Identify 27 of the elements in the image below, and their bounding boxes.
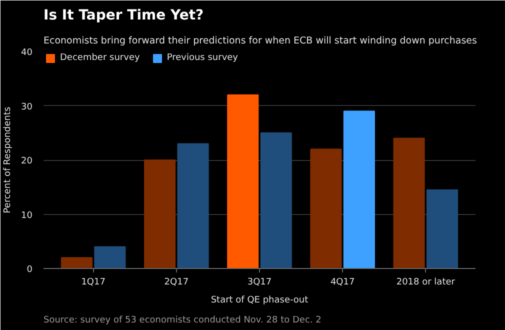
- x-tick-label: 2Q17: [164, 278, 189, 288]
- y-axis-title: Percent of Respondents: [3, 106, 14, 214]
- x-axis-title: Start of QE phase-out: [210, 296, 309, 306]
- y-tick-label: 20: [21, 156, 33, 166]
- y-tick-label: 30: [21, 102, 33, 112]
- x-tick-label: 2018 or later: [396, 278, 456, 288]
- x-tick-label: 4Q17: [330, 278, 355, 288]
- source-note: Source: survey of 53 economists conducted Nov. 28 to Dec. 2: [44, 316, 322, 326]
- bar: [260, 132, 292, 268]
- bar: [60, 257, 93, 268]
- bar: [227, 94, 259, 268]
- legend-label: December survey: [60, 53, 140, 63]
- y-tick-label: 40: [21, 48, 33, 58]
- legend-label: Previous survey: [166, 53, 238, 63]
- chart-subtitle: Economists bring forward their predictions for when ECB will start winding down purchases: [44, 36, 477, 46]
- y-tick-label: 10: [21, 210, 33, 221]
- x-tick-label: 3Q17: [247, 278, 272, 288]
- bar: [310, 148, 342, 268]
- y-tick-label: 0: [26, 265, 33, 275]
- x-tick-label: 1Q17: [81, 278, 106, 288]
- bar: [177, 143, 209, 268]
- bar: [426, 189, 458, 268]
- bar: [393, 138, 425, 268]
- chart-title: Is It Taper Time Yet?: [44, 8, 204, 24]
- bar: [343, 110, 375, 268]
- bar: [144, 160, 176, 268]
- bar: [94, 246, 126, 268]
